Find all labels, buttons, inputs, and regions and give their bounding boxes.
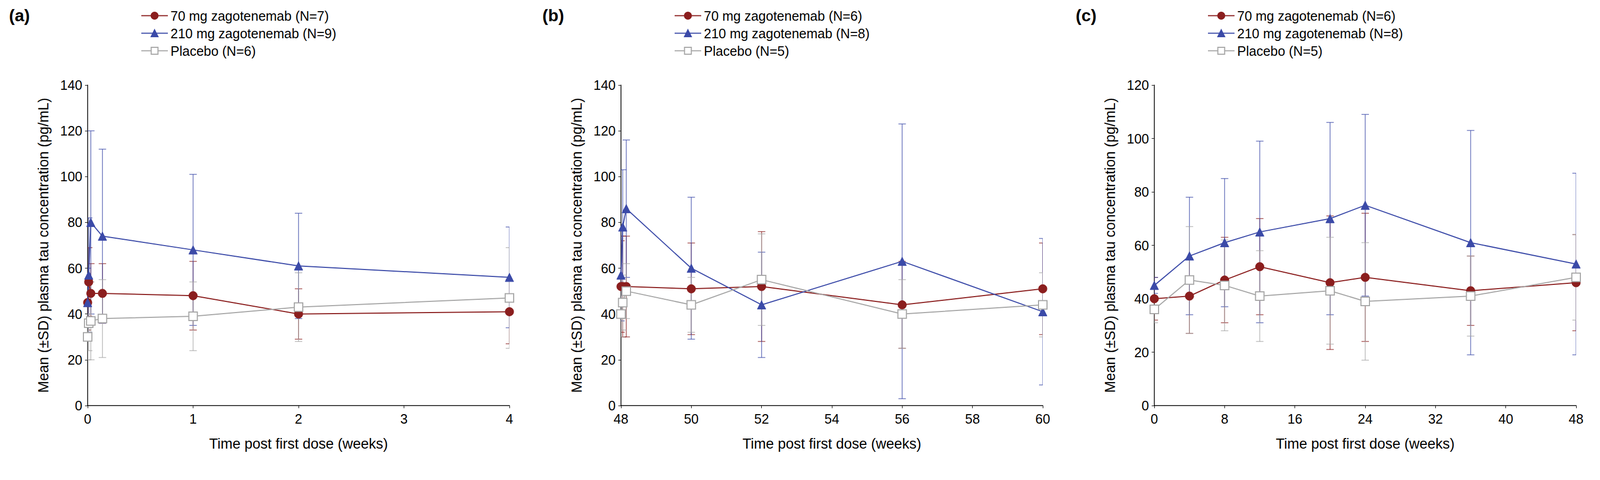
svg-text:20: 20 [67, 352, 83, 368]
svg-text:40: 40 [1134, 291, 1150, 306]
svg-text:210 mg zagotenemab (N=9): 210 mg zagotenemab (N=9) [170, 26, 337, 41]
svg-text:32: 32 [1427, 411, 1443, 427]
svg-text:56: 56 [894, 411, 910, 427]
svg-text:60: 60 [1035, 411, 1051, 427]
svg-text:0: 0 [1150, 411, 1159, 427]
svg-text:210 mg zagotenemab (N=8): 210 mg zagotenemab (N=8) [1237, 26, 1403, 41]
svg-text:140: 140 [593, 77, 616, 93]
svg-text:70 mg zagotenemab (N=7): 70 mg zagotenemab (N=7) [170, 8, 329, 24]
svg-text:20: 20 [1134, 344, 1150, 360]
svg-text:Placebo (N=5): Placebo (N=5) [703, 43, 790, 59]
svg-text:50: 50 [683, 411, 699, 427]
svg-text:40: 40 [1498, 411, 1514, 427]
svg-text:0: 0 [608, 397, 616, 413]
svg-text:70 mg zagotenemab (N=6): 70 mg zagotenemab (N=6) [703, 8, 863, 24]
svg-text:Mean (±SD) plasma tau concentr: Mean (±SD) plasma tau concentration (pg/… [1102, 97, 1119, 393]
svg-text:0: 0 [74, 397, 83, 413]
svg-text:24: 24 [1357, 411, 1373, 427]
svg-text:60: 60 [600, 260, 616, 276]
svg-text:48: 48 [1568, 411, 1584, 427]
svg-text:70 mg zagotenemab (N=6): 70 mg zagotenemab (N=6) [1237, 8, 1396, 24]
svg-text:Mean (±SD) plasma tau concentr: Mean (±SD) plasma tau concentration (pg/… [568, 97, 585, 393]
svg-text:Time post first dose (weeks): Time post first dose (weeks) [209, 435, 389, 452]
svg-text:120: 120 [60, 123, 83, 139]
svg-text:Time post first dose (weeks): Time post first dose (weeks) [742, 435, 922, 452]
svg-text:40: 40 [67, 306, 83, 322]
svg-text:40: 40 [600, 306, 616, 322]
svg-text:58: 58 [965, 411, 981, 427]
svg-text:54: 54 [824, 411, 840, 427]
svg-text:48: 48 [613, 411, 629, 427]
svg-text:80: 80 [600, 214, 616, 230]
svg-text:120: 120 [1126, 77, 1150, 93]
svg-text:210 mg zagotenemab (N=8): 210 mg zagotenemab (N=8) [703, 26, 870, 41]
svg-text:0: 0 [83, 411, 92, 427]
svg-text:4: 4 [505, 411, 514, 427]
svg-text:80: 80 [1134, 184, 1150, 200]
svg-text:20: 20 [600, 352, 616, 368]
svg-text:80: 80 [67, 214, 83, 230]
svg-text:Time post first dose (weeks): Time post first dose (weeks) [1275, 435, 1455, 452]
svg-text:120: 120 [593, 123, 616, 139]
svg-text:Placebo (N=5): Placebo (N=5) [1237, 43, 1323, 59]
svg-text:Mean (±SD) plasma tau concentr: Mean (±SD) plasma tau concentration (pg/… [35, 97, 52, 393]
svg-text:140: 140 [60, 77, 83, 93]
svg-text:3: 3 [400, 411, 408, 427]
svg-text:0: 0 [1141, 397, 1150, 413]
svg-text:100: 100 [1126, 131, 1150, 147]
svg-text:8: 8 [1220, 411, 1229, 427]
svg-text:1: 1 [189, 411, 198, 427]
svg-text:100: 100 [60, 168, 83, 184]
svg-text:(a): (a) [9, 5, 30, 25]
svg-text:52: 52 [754, 411, 770, 427]
svg-text:2: 2 [294, 411, 303, 427]
svg-text:(b): (b) [542, 5, 565, 25]
svg-text:100: 100 [593, 168, 616, 184]
svg-text:16: 16 [1287, 411, 1303, 427]
svg-text:60: 60 [1134, 237, 1150, 253]
svg-text:Placebo (N=6): Placebo (N=6) [170, 43, 257, 59]
svg-text:60: 60 [67, 260, 83, 276]
svg-text:(c): (c) [1075, 5, 1097, 25]
